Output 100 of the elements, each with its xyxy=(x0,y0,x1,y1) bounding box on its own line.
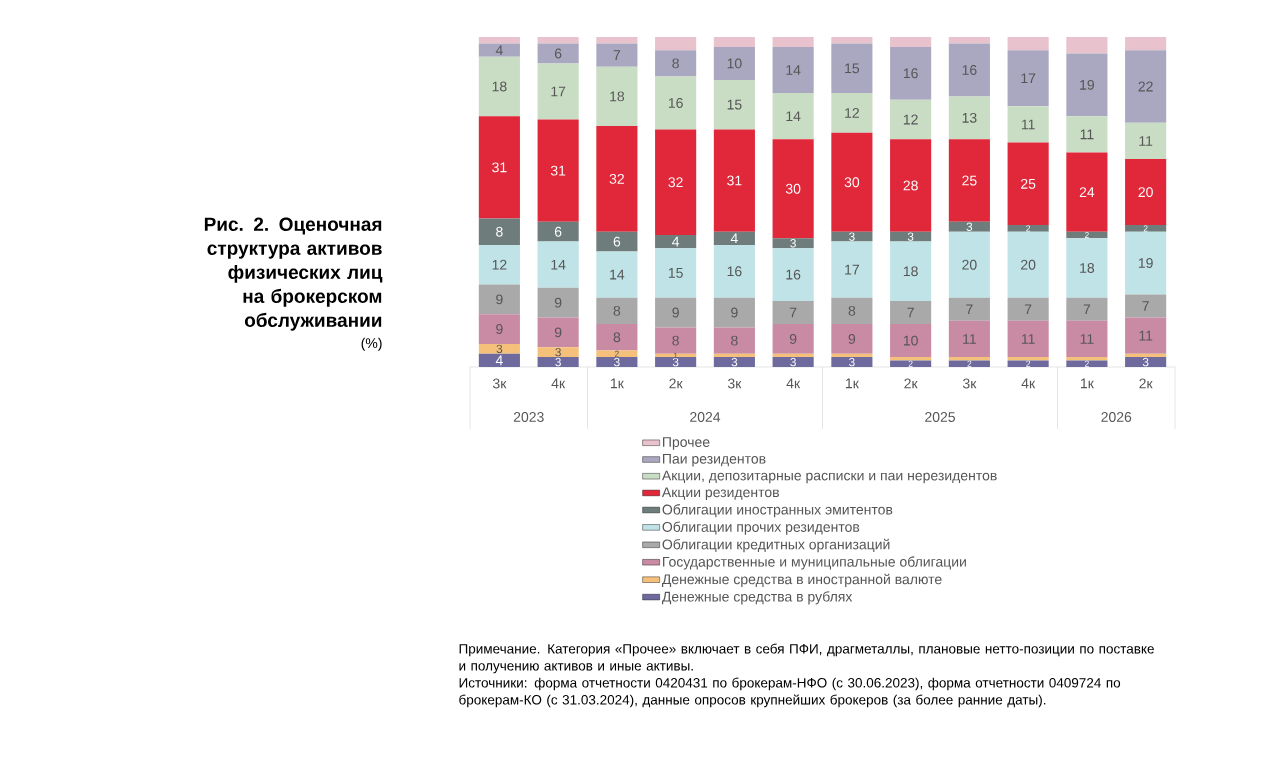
text: Источники: форма отчетности 0420431 по брокерам-НФО (с 30.06.2023), форма отчетности 0409724 по брокерам-КО (с 31.03.2024), данные опросов крупнейших брокеров (за более ранние даты). xyxy=(459,677,1121,708)
text: 2024 xyxy=(690,412,721,422)
bar xyxy=(478,284,520,315)
bar xyxy=(890,360,932,367)
data-label: 8 xyxy=(672,58,679,69)
data-label: 4 xyxy=(495,45,503,56)
data-label: 8 xyxy=(848,305,856,316)
data-label: 2 xyxy=(1026,360,1031,367)
data-label: 9 xyxy=(554,297,562,308)
legend-label: Облигации иностранных эмитентов xyxy=(662,504,893,518)
data-label: 8 xyxy=(613,332,621,343)
bar xyxy=(831,241,873,298)
data-label: 11 xyxy=(1139,330,1153,341)
bar xyxy=(713,327,755,354)
legend-label: Акции резидентов xyxy=(661,487,779,500)
bar xyxy=(713,297,755,328)
bar xyxy=(948,231,990,298)
bar xyxy=(1125,225,1167,232)
data-label: 8 xyxy=(613,305,621,316)
bar xyxy=(713,357,755,367)
text: Рис. 2. Оценочная структура активов физических лиц на брокерском обслуживании xyxy=(204,217,383,331)
data-label: 2 xyxy=(908,360,913,367)
bar xyxy=(890,139,932,232)
data-label: 11 xyxy=(1139,136,1153,146)
bar xyxy=(713,231,755,245)
data-label: 3 xyxy=(731,357,738,367)
bar xyxy=(1007,142,1049,226)
data-label: 16 xyxy=(668,98,683,108)
bar xyxy=(1066,297,1108,321)
data-label: 32 xyxy=(668,177,683,188)
legend-label: Акции, депозитарные расписки и паи нерезидентов xyxy=(661,470,997,484)
legend-label: Денежные средства в иностранной валюте xyxy=(661,573,942,588)
data-label: 15 xyxy=(668,268,683,278)
bar xyxy=(831,353,873,358)
data-label: 7 xyxy=(1142,301,1149,311)
data-label: 18 xyxy=(1080,263,1095,273)
bar xyxy=(655,76,697,130)
bar xyxy=(948,320,990,358)
data-label: 2 xyxy=(614,350,619,357)
text: 2025 xyxy=(925,412,955,422)
data-label: 20 xyxy=(1138,187,1153,198)
text: Примечание. Категория «Прочее» включает в себя ПФИ, драгметаллы, плановые нетто-позиции по поставке и получению активов и иные активы. xyxy=(459,643,1154,674)
bar xyxy=(890,241,932,301)
legend-label: Облигации кредитных организаций xyxy=(662,538,890,553)
bar xyxy=(1125,294,1167,318)
bar xyxy=(596,43,638,67)
bar xyxy=(831,132,873,232)
data-label: 22 xyxy=(1138,81,1153,92)
data-label: 9 xyxy=(672,307,679,318)
data-label: 9 xyxy=(554,327,562,338)
bar xyxy=(890,324,932,358)
data-label: 11 xyxy=(1080,129,1094,140)
data-label: 10 xyxy=(903,335,918,346)
data-label: 3 xyxy=(966,222,973,231)
bar xyxy=(1007,37,1049,51)
bar xyxy=(831,37,873,44)
bar xyxy=(1125,50,1167,123)
bar xyxy=(1066,320,1108,358)
data-label: 30 xyxy=(844,177,860,188)
text: (%) xyxy=(361,337,382,351)
bar xyxy=(948,221,990,232)
bar xyxy=(948,360,990,367)
bar xyxy=(948,297,990,321)
data-label: 15 xyxy=(845,63,860,74)
bar xyxy=(772,301,814,325)
data-label: 10 xyxy=(727,58,742,69)
bar xyxy=(537,357,579,367)
legend-label: Денежные средства в рублях xyxy=(661,591,853,605)
bar xyxy=(1007,225,1049,232)
data-label: 31 xyxy=(727,175,742,186)
bar xyxy=(537,63,579,120)
x-tick-label: 2к xyxy=(904,378,918,389)
bar xyxy=(478,56,520,117)
data-label: 3 xyxy=(790,357,796,367)
data-label: 31 xyxy=(550,165,566,176)
data-label: 25 xyxy=(1021,178,1036,189)
bar xyxy=(890,99,932,140)
bar xyxy=(948,96,990,140)
data-label: 11 xyxy=(963,334,976,344)
data-label: 6 xyxy=(554,226,562,237)
bar xyxy=(890,37,932,47)
bar xyxy=(1125,231,1167,295)
data-label: 19 xyxy=(1138,258,1153,269)
bar xyxy=(772,46,814,94)
bar xyxy=(478,314,520,344)
bar xyxy=(948,357,990,361)
bar xyxy=(478,116,520,219)
data-label: 17 xyxy=(551,86,566,97)
bar xyxy=(713,79,755,130)
bar xyxy=(1007,297,1049,321)
bar xyxy=(772,248,814,301)
data-label: 30 xyxy=(785,183,801,194)
bar xyxy=(831,43,873,94)
data-label: 12 xyxy=(492,259,507,270)
bar xyxy=(772,37,814,47)
data-label: 16 xyxy=(903,68,918,79)
data-label: 3 xyxy=(555,357,561,367)
bar xyxy=(1066,37,1108,54)
legend-label: Облигации прочих резидентов xyxy=(662,521,860,535)
data-label: 28 xyxy=(903,180,918,191)
